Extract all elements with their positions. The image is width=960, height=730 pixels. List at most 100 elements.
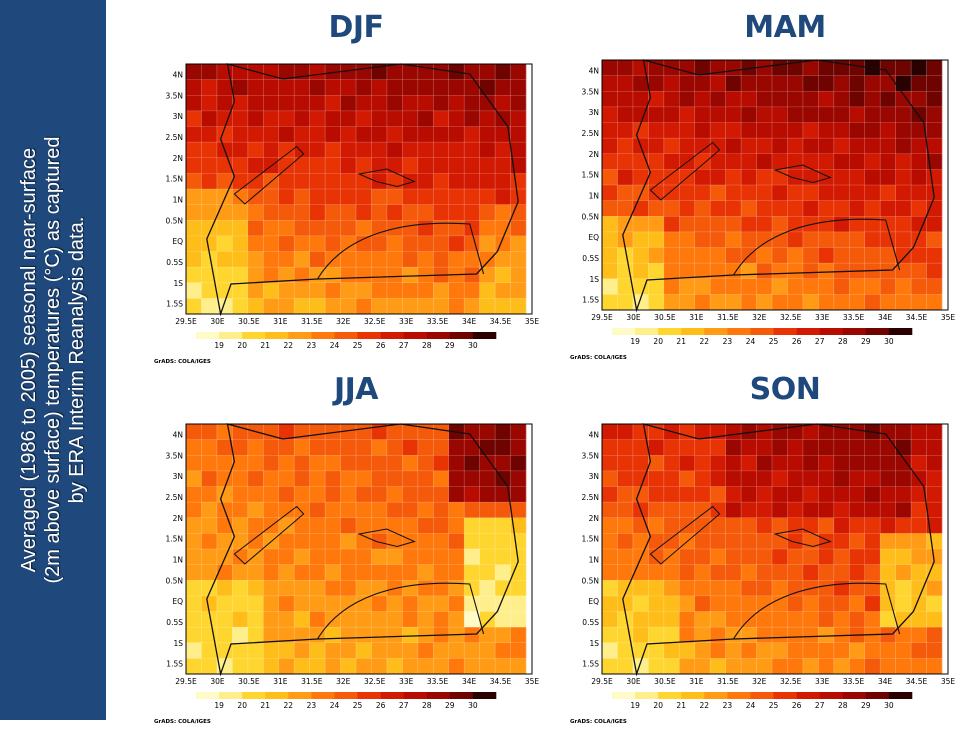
- caption-line: (2m above surface) temperatures (°C) as …: [42, 136, 64, 584]
- y-tick-label: 4N: [589, 66, 599, 75]
- caption-line: Averaged (1986 to 2005) seasonal near-su…: [18, 147, 40, 573]
- country-border: [206, 423, 519, 677]
- colorbar-tick-label: 22: [700, 337, 710, 346]
- y-tick-label: 2N: [589, 514, 599, 523]
- software-credit: GrADS: COLA/IGES: [154, 359, 211, 365]
- colorbar-tick-label: 20: [237, 701, 247, 710]
- x-tick-label: 30E: [626, 313, 641, 322]
- colorbar-tick-label: 30: [468, 701, 478, 710]
- y-tick-label: 0.5S: [166, 618, 183, 627]
- colorbar-tick-label: 19: [214, 341, 224, 350]
- y-tick-label: 0.5S: [166, 258, 183, 267]
- map-figure: 4N 3.5N 3N 2.5N 2N 1.5N 1N 0.5N EQ 0.5S 1S 1.5S 29.5…: [154, 63, 540, 365]
- x-tick-label: 31.5E: [301, 317, 323, 326]
- x-tick-label: 30E: [210, 317, 225, 326]
- map-figure: 4N 3.5N 3N 2.5N 2N 1.5N 1N 0.5N EQ 0.5S 1S 1.5S 29.5…: [570, 423, 956, 725]
- colorbar: [612, 328, 913, 335]
- y-tick-label: 2N: [173, 514, 183, 523]
- x-tick-label: 29.5E: [591, 313, 613, 322]
- temperature-map-jja: 4N 3.5N 3N 2.5N 2N 1.5N 1N 0.5N EQ 0.5S 1S 1.5S 29.5…: [150, 410, 540, 730]
- colorbar-tick-label: 30: [884, 337, 894, 346]
- x-tick-label: 30.5E: [238, 677, 260, 686]
- y-tick-label: 1.5S: [582, 296, 599, 305]
- y-tick-label: EQ: [172, 237, 183, 246]
- country-border: [622, 423, 935, 677]
- x-tick-label: 33E: [815, 677, 830, 686]
- colorbar: [196, 692, 497, 699]
- colorbar-tick-label: 28: [838, 337, 848, 346]
- colorbar-tick-label: 29: [861, 337, 871, 346]
- lake-kyoga-outline: [773, 528, 832, 548]
- colorbar-tick-label: 27: [399, 701, 409, 710]
- y-tick-label: 0.5N: [581, 576, 599, 585]
- map-title-son: SON: [749, 372, 821, 407]
- colorbar-tick-label: 25: [353, 341, 363, 350]
- temperature-field: [186, 64, 527, 315]
- lake-kyoga-outline: [773, 164, 832, 184]
- x-tick-label: 32.5E: [780, 313, 802, 322]
- colorbar-tick-label: 20: [653, 337, 663, 346]
- lake-albert-outline: [233, 145, 305, 205]
- y-tick-label: EQ: [588, 233, 599, 242]
- y-tick-label: 1S: [589, 275, 599, 284]
- caption-line: by ERA Interim Reanalysis data.: [66, 216, 88, 504]
- colorbar-tick-label: 24: [746, 337, 756, 346]
- lake-kyoga-outline: [357, 168, 416, 188]
- colorbar-tick-label: 27: [399, 341, 409, 350]
- x-tick-label: 35E: [941, 313, 956, 322]
- colorbar-tick-label: 21: [676, 701, 686, 710]
- x-tick-label: 34E: [462, 677, 477, 686]
- y-tick-label: 1.5N: [165, 175, 183, 184]
- x-tick-label: 34.5E: [490, 317, 512, 326]
- y-tick-label: 1N: [173, 555, 183, 564]
- x-tick-label: 31E: [273, 677, 288, 686]
- y-tick-label: 2.5N: [165, 493, 183, 502]
- y-tick-label: 0.5N: [581, 212, 599, 221]
- y-tick-label: 4N: [173, 430, 183, 439]
- y-tick-label: 1.5N: [581, 535, 599, 544]
- x-tick-label: 33.5E: [843, 313, 865, 322]
- colorbar-tick-label: 30: [468, 341, 478, 350]
- colorbar-tick-label: 26: [376, 701, 386, 710]
- x-tick-label: 30.5E: [654, 313, 676, 322]
- colorbar-tick-label: 19: [214, 701, 224, 710]
- colorbar-tick-label: 27: [815, 337, 825, 346]
- y-tick-label: 1.5S: [166, 660, 183, 669]
- y-tick-label: 1.5N: [581, 171, 599, 180]
- colorbar-tick-label: 30: [884, 701, 894, 710]
- y-tick-label: 1S: [173, 279, 183, 288]
- x-tick-label: 31.5E: [717, 313, 739, 322]
- colorbar-tick-label: 23: [307, 341, 317, 350]
- colorbar-tick-label: 19: [630, 337, 640, 346]
- y-tick-label: 2.5N: [581, 493, 599, 502]
- x-tick-label: 34E: [462, 317, 477, 326]
- colorbar-tick-label: 26: [792, 701, 802, 710]
- x-tick-label: 35E: [941, 677, 956, 686]
- x-tick-label: 35E: [525, 317, 540, 326]
- x-tick-label: 31E: [273, 317, 288, 326]
- x-tick-label: 34.5E: [906, 677, 928, 686]
- lake-albert-outline: [233, 505, 305, 565]
- x-tick-label: 32E: [752, 677, 767, 686]
- caption-sidebar: Averaged (1986 to 2005) seasonal near-su…: [0, 0, 106, 720]
- x-tick-label: 33.5E: [843, 677, 865, 686]
- x-tick-label: 33.5E: [427, 677, 449, 686]
- y-tick-label: EQ: [588, 597, 599, 606]
- map-figure: 4N 3.5N 3N 2.5N 2N 1.5N 1N 0.5N EQ 0.5S 1S 1.5S 29.5…: [570, 59, 956, 361]
- colorbar-tick-label: 25: [769, 337, 779, 346]
- y-tick-label: 3N: [589, 108, 599, 117]
- y-tick-label: 1.5S: [582, 660, 599, 669]
- colorbar-tick-label: 20: [653, 701, 663, 710]
- y-tick-label: 2N: [589, 150, 599, 159]
- y-tick-label: 2.5N: [581, 129, 599, 138]
- y-tick-label: 2N: [173, 154, 183, 163]
- colorbar-tick-label: 27: [815, 701, 825, 710]
- y-tick-label: 0.5N: [165, 216, 183, 225]
- y-tick-label: 4N: [589, 430, 599, 439]
- x-tick-label: 31.5E: [301, 677, 323, 686]
- lake-victoria-shore: [317, 222, 485, 280]
- colorbar-tick-label: 25: [353, 701, 363, 710]
- y-tick-label: 3N: [173, 112, 183, 121]
- y-tick-label: 1S: [589, 639, 599, 648]
- map-title-jja: JJA: [333, 372, 379, 407]
